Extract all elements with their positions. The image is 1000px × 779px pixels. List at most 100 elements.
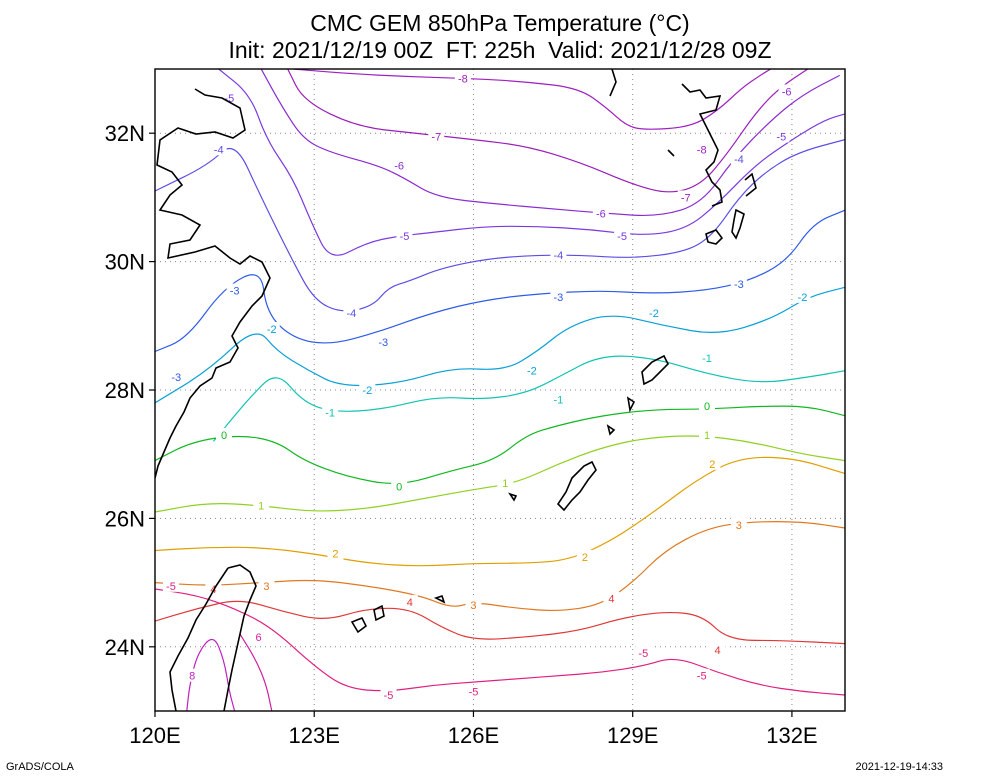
contour-label: -4 [553,250,563,262]
coastline-kyushu [609,69,757,207]
contour-label: -2 [798,292,808,304]
contour-label: 4 [715,645,721,657]
x-tick-label: 132E [766,723,817,748]
contour-label-bg [693,668,710,682]
contour-label: -2 [362,385,372,397]
contour-label-bg [391,158,408,172]
contour-label-bg [699,399,715,413]
footer-timestamp: 2021-12-19-14:33 [855,761,943,773]
y-tick-label: 30N [105,250,145,275]
contour-label: -5 [400,231,410,243]
y-tick-label: 24N [105,635,145,660]
coastline-tanegashima [705,208,745,245]
contour-label: -2 [267,324,277,336]
contour-label-bg [677,190,694,204]
x-tick-label: 123E [289,723,340,748]
contour-label-bg [497,476,514,490]
contour-label-bg [396,228,413,242]
contour-label: 2 [582,552,588,564]
contour-label-bg [550,289,567,303]
contour-line-level-3 [155,520,845,612]
contour-label: -5 [776,131,786,143]
contour-line-level-m6 [260,69,840,216]
contour-label-bg [773,129,790,143]
contour-label: -5 [166,581,176,593]
contour-label-bg [699,427,715,441]
contour-label-bg [375,334,392,348]
contour-label: 6 [255,632,261,644]
contour-label: -8 [458,74,468,86]
contour-label-bg [168,370,185,384]
contour-label-bg [263,322,280,336]
contour-label-bg [635,646,652,660]
contour-label: -6 [596,208,606,220]
contour-label: -6 [394,160,404,172]
contour-label-bg [794,289,811,303]
contour-label-bg [343,305,360,319]
contour-label: -3 [378,337,388,349]
contour-label-bg [465,598,482,612]
contour-label: -4 [734,154,744,166]
contour-label: -7 [681,192,691,204]
contour-label: -4 [346,308,356,320]
contour-label: 0 [396,481,402,493]
contour-label-bg [730,517,747,531]
contour-line-level-6 [239,633,273,711]
contour-label-bg [380,687,397,701]
coastline-taiwan [169,564,257,711]
coastline-okinawa [508,424,616,512]
y-axis-ticks: 24N 26N 28N 30N 32N [105,121,155,660]
coastline-amami [626,354,669,413]
contour-label-bg [550,392,567,406]
contour-label-bg [693,142,710,156]
contour-label: 0 [221,430,227,442]
y-tick-label: 26N [105,506,145,531]
contour-label: -2 [527,366,537,378]
contour-line-level-m2 [155,286,845,404]
contour-label: -3 [553,292,563,304]
contour-label-bg [523,363,540,377]
coastline-layer [155,69,757,711]
contour-label-bg [592,206,609,220]
contour-label: -2 [649,308,659,320]
contour-label-bg [184,668,201,682]
contour-label: -4 [214,144,224,156]
contour-label-bg [645,305,662,319]
contour-label-bg [359,383,376,396]
contour-label-bg [428,129,445,143]
contour-label-bg [162,578,179,592]
contour-label-bg [210,142,227,156]
contour-label: -1 [325,407,335,419]
contour-label: 1 [704,430,710,442]
x-axis-ticks: 120E 123E 126E 129E 132E [129,711,818,748]
contour-label: 4 [608,594,614,606]
contour-label-bg [258,578,275,592]
contour-label: 3 [263,581,269,593]
contour-label: 0 [704,401,710,413]
contour-label-bg [454,71,471,85]
contour-line-level-m4 [155,139,845,312]
contour-label: 3 [470,600,476,612]
contour-line-level-2 [155,456,845,567]
contour-label-bg [322,405,339,419]
contour-label: -5 [384,690,394,702]
contour-label: -8 [697,144,707,156]
contour-label: -3 [171,372,181,384]
contour-label-bg [704,456,721,470]
contour-label-bg [250,630,267,644]
contour-label-bg [699,350,715,364]
x-tick-label: 120E [129,723,180,748]
contour-label-bg [603,591,620,605]
contour-label: -6 [782,86,792,98]
contour-label-bg [327,546,344,560]
contour-line-level-5 [155,588,845,696]
contour-label: -7 [431,131,441,143]
y-tick-label: 32N [105,121,145,146]
contour-line-level-8 [186,638,236,711]
contour-label: -5 [617,231,627,243]
coastline-china [155,88,271,479]
contour-label: 3 [736,520,742,532]
contour-label: 8 [189,671,195,683]
contour-label-bg [709,643,726,657]
